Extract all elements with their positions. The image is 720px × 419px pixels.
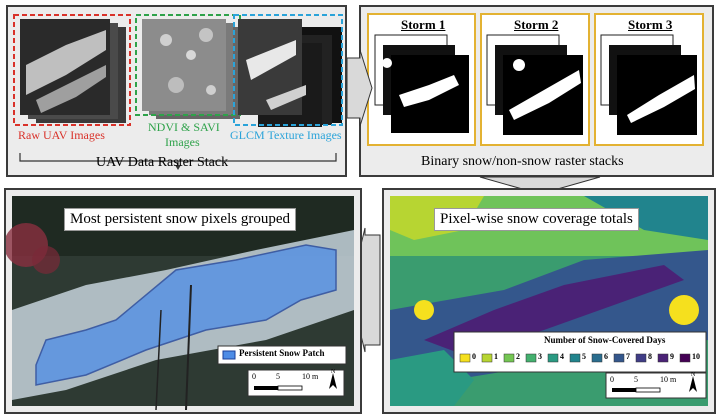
storm-3-frame	[594, 13, 704, 146]
legend-item-label: 10	[692, 352, 700, 361]
legend-item-label: 6	[604, 352, 608, 361]
legend-item-label: 4	[560, 352, 564, 361]
legend-swatches	[459, 353, 691, 363]
legend-item-label: 8	[648, 352, 652, 361]
storm-2-frame	[480, 13, 590, 146]
legend-swatch-9	[657, 353, 669, 363]
north-arrow-icon	[329, 373, 337, 389]
scale-tick-2: 10 m	[302, 372, 319, 381]
glcm-texture-images-stack	[233, 14, 343, 127]
legend-swatch-6	[591, 353, 603, 363]
storm-1-frame	[367, 13, 476, 146]
ndvi-savi-images-stack	[135, 14, 241, 119]
coverage-title: Pixel-wise snow coverage totals	[434, 208, 639, 231]
legend-label: Persistent Snow Patch	[239, 348, 325, 358]
legend-swatch-5	[569, 353, 581, 363]
binary-stacks-graphic	[367, 13, 704, 146]
legend-item-label: 7	[626, 352, 630, 361]
scale-box	[605, 372, 707, 399]
raw-uav-images-stack	[13, 14, 131, 126]
legend-swatch-4	[547, 353, 559, 363]
legend-title: Number of Snow-Covered Days	[544, 335, 666, 345]
stack-caption: UAV Data Raster Stack	[96, 155, 229, 170]
persistent-title: Most persistent snow pixels grouped	[64, 208, 296, 231]
north-label: N	[691, 372, 696, 378]
ndvi-savi-label-line1: NDVI & SAVI	[148, 120, 220, 134]
scale-tick-0: 0	[610, 375, 614, 384]
legend-item-label: 3	[538, 352, 542, 361]
scale-tick-2: 10 m	[660, 375, 677, 384]
scale-box	[247, 369, 345, 397]
storm-3-label: Storm 3	[628, 17, 673, 32]
persistent-snow-panel: Most persistent snow pixels grouped Pers…	[4, 188, 362, 414]
binary-caption: Binary snow/non-snow raster stacks	[421, 154, 624, 169]
uav-stack-graphic	[13, 14, 343, 170]
ndvi-savi-label-line2: Images	[165, 135, 200, 149]
legend-box	[453, 331, 707, 373]
legend-swatch-10	[679, 353, 691, 363]
legend-swatch-2	[503, 353, 515, 363]
glcm-label: GLCM Texture Images	[230, 128, 342, 142]
uav-raster-stack-panel: Raw UAV Images NDVI & SAVI Images GLCM T…	[6, 5, 347, 177]
legend-swatch-0	[459, 353, 471, 363]
legend-item-label: 9	[670, 352, 674, 361]
legend-swatch-8	[635, 353, 647, 363]
scale-tick-0: 0	[252, 372, 256, 381]
legend-item-label: 1	[494, 352, 498, 361]
storm-2-label: Storm 2	[514, 17, 559, 32]
scale-tick-1: 5	[276, 372, 280, 381]
legend-swatch-7	[613, 353, 625, 363]
storm-1-label: Storm 1	[401, 17, 446, 32]
legend-item-label: 2	[516, 352, 520, 361]
persistent-snow-patch	[35, 244, 337, 386]
raw-uav-label: Raw UAV Images	[18, 128, 105, 142]
scale-tick-1: 5	[634, 375, 638, 384]
legend-swatch-3	[525, 353, 537, 363]
legend-swatch-1	[481, 353, 493, 363]
north-label: N	[331, 369, 336, 375]
legend-item-label: 0	[472, 352, 476, 361]
coverage-totals-panel: Pixel-wise snow coverage totals Number o…	[382, 188, 716, 414]
legend-box	[217, 345, 347, 365]
legend-item-label: 5	[582, 352, 586, 361]
north-arrow-icon	[689, 376, 697, 392]
coverage-map	[390, 196, 708, 406]
binary-raster-panel: Storm 1 Storm 2 Storm 3 Binary snow/non-…	[359, 5, 714, 177]
